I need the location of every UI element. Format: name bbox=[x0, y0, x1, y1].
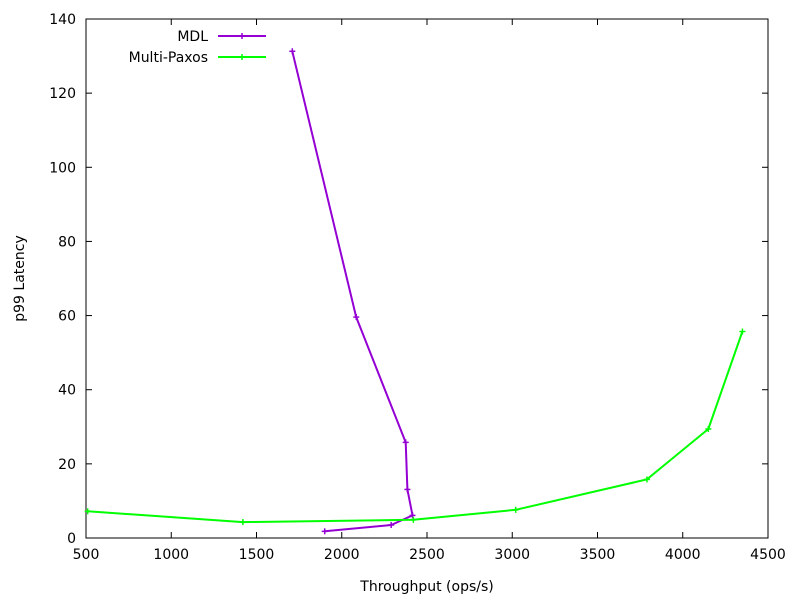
y-tick-label: 80 bbox=[58, 234, 76, 250]
x-tick-label: 4000 bbox=[665, 547, 701, 563]
data-point-multi-paxos bbox=[512, 506, 519, 513]
data-point-mdl bbox=[402, 439, 409, 446]
x-tick-label: 2500 bbox=[409, 547, 445, 563]
y-tick-label: 20 bbox=[58, 457, 76, 473]
y-axis: 0 20 40 60 80 100 120 140 bbox=[49, 12, 768, 547]
x-tick-label: 1000 bbox=[153, 547, 189, 563]
data-point-multi-paxos bbox=[739, 328, 746, 335]
legend-label-mdl: MDL bbox=[177, 29, 208, 45]
data-point-multi-paxos bbox=[643, 476, 650, 483]
data-point-multi-paxos bbox=[239, 519, 246, 526]
legend-marker-multi-paxos bbox=[239, 54, 245, 60]
x-tick-label: 3500 bbox=[580, 547, 616, 563]
data-point-mdl bbox=[321, 528, 328, 535]
x-tick-label: 4500 bbox=[750, 547, 786, 563]
x-tick-label: 500 bbox=[73, 547, 100, 563]
data-point-mdl bbox=[289, 48, 296, 55]
legend-label-multi-paxos: Multi-Paxos bbox=[129, 50, 208, 66]
x-axis-label: Throughput (ops/s) bbox=[359, 579, 493, 595]
y-tick-label: 140 bbox=[49, 12, 76, 28]
data-point-mdl bbox=[404, 486, 411, 493]
x-axis: 500 1000 1500 2000 2500 3000 3500 4000 4500 bbox=[73, 19, 786, 563]
series-layer bbox=[84, 48, 746, 535]
legend: MDL Multi-Paxos bbox=[129, 29, 266, 66]
series-line-multi-paxos bbox=[87, 331, 744, 524]
y-tick-label: 60 bbox=[58, 309, 76, 325]
data-point-mdl bbox=[388, 522, 395, 529]
x-tick-label: 3000 bbox=[494, 547, 530, 563]
y-tick-label: 100 bbox=[49, 160, 76, 176]
data-point-multi-paxos bbox=[705, 426, 712, 433]
data-point-mdl bbox=[353, 314, 360, 321]
y-tick-label: 120 bbox=[49, 86, 76, 102]
x-tick-label: 1500 bbox=[239, 547, 275, 563]
y-tick-label: 40 bbox=[58, 383, 76, 399]
legend-marker-mdl bbox=[239, 33, 245, 39]
y-tick-label: 0 bbox=[67, 531, 76, 547]
data-point-mdl bbox=[409, 512, 416, 519]
plot-frame bbox=[85, 18, 769, 539]
x-tick-label: 2000 bbox=[324, 547, 360, 563]
data-point-multi-paxos bbox=[84, 508, 91, 515]
data-point-multi-paxos bbox=[410, 516, 417, 523]
series-line-mdl bbox=[291, 51, 414, 533]
y-axis-label: p99 Latency bbox=[12, 235, 28, 322]
